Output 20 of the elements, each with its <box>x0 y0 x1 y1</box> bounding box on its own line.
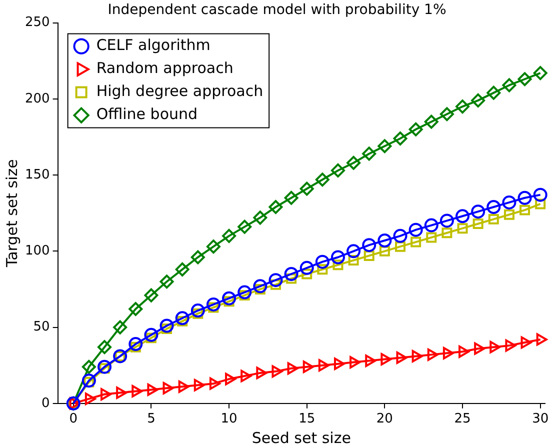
legend-label: High degree approach <box>96 82 264 100</box>
y-tick-label: 150 <box>24 167 50 182</box>
x-axis-title: Seed set size <box>252 428 351 447</box>
x-tick-label: 0 <box>69 412 78 427</box>
y-tick-label: 200 <box>24 91 50 106</box>
x-tick-label: 30 <box>532 412 549 427</box>
y-tick-label: 0 <box>42 396 50 411</box>
legend-label: Offline bound <box>96 105 198 124</box>
y-axis-title: Target set size <box>2 159 21 268</box>
x-tick-label: 15 <box>298 412 316 427</box>
chart-title: Independent cascade model with probability 1% <box>108 2 446 18</box>
y-tick-label: 100 <box>24 244 50 259</box>
x-tick-label: 20 <box>376 412 393 427</box>
legend-label: Random approach <box>96 59 234 78</box>
x-tick-label: 25 <box>454 412 471 427</box>
x-tick-label: 5 <box>147 412 156 427</box>
y-tick-label: 250 <box>24 15 50 30</box>
y-tick-label: 50 <box>33 320 50 335</box>
x-tick-label: 10 <box>220 412 238 427</box>
legend-label: CELF algorithm <box>96 36 210 54</box>
